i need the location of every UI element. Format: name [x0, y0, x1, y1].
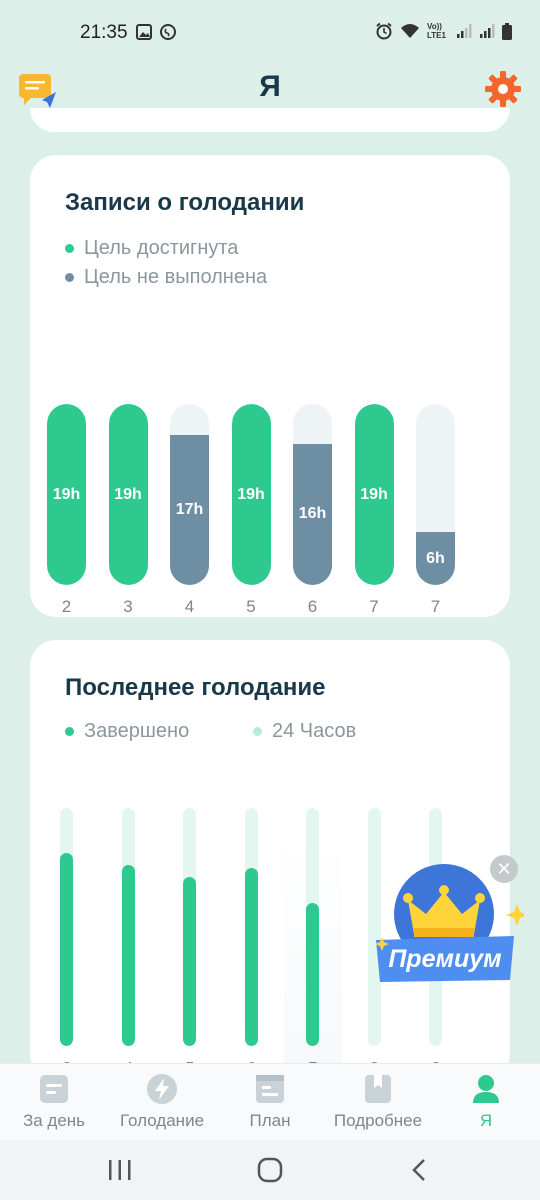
nav-item-profile[interactable]: Я: [432, 1064, 540, 1140]
record-bar-fill: [416, 532, 455, 585]
nav-label: Я: [479, 1111, 493, 1130]
nav-label: Голодание: [119, 1111, 205, 1130]
profile-icon: [473, 1075, 499, 1103]
last-fasting-bar[interactable]: [306, 808, 319, 1046]
lightning-icon: [147, 1074, 177, 1104]
legend-24-hours: 24 Часов: [253, 720, 356, 743]
nav-label: Подробнее: [333, 1111, 423, 1130]
home-icon[interactable]: [255, 1156, 285, 1184]
feedback-icon[interactable]: [18, 70, 58, 110]
nav-item-fasting[interactable]: Голодание: [108, 1064, 216, 1140]
lte-label: Vo)) LTE1: [427, 22, 446, 40]
record-bar-label: 17h: [175, 500, 204, 518]
close-icon[interactable]: ✕: [490, 855, 518, 883]
record-x-label: 6: [307, 597, 318, 616]
gear-icon[interactable]: [484, 70, 522, 108]
legend-dot: [65, 273, 74, 282]
system-nav-bar: [0, 1140, 540, 1200]
back-icon[interactable]: [405, 1156, 435, 1184]
record-x-label: 7: [430, 597, 441, 616]
last-fasting-bar-fill: [244, 867, 258, 1046]
bookmark-icon: [365, 1075, 391, 1103]
last-fasting-bar[interactable]: [183, 808, 196, 1046]
record-bar-fill: [108, 404, 148, 585]
record-bar-fill: [293, 443, 332, 585]
legend-label: 24 Часов: [272, 720, 357, 742]
signal-icon-2: [480, 24, 495, 38]
legend-dot: [65, 727, 74, 736]
last-fasting-bar-fill: [183, 877, 196, 1046]
premium-badge[interactable]: [374, 862, 524, 987]
recent-apps-icon[interactable]: [105, 1156, 135, 1184]
record-bar-label: 19h: [52, 485, 81, 503]
wifi-icon: [401, 24, 419, 38]
last-fasting-bar-fill: [121, 865, 135, 1046]
daily-icon: [40, 1075, 68, 1103]
header: Я: [0, 62, 540, 118]
shazam-icon: [160, 24, 176, 40]
record-bar[interactable]: 19h: [108, 404, 148, 585]
legend-label: Цель не выполнена: [84, 266, 268, 288]
record-bar[interactable]: 19h: [47, 404, 86, 585]
nav-label: План: [249, 1111, 291, 1130]
last-fasting-bar-fill: [60, 853, 73, 1046]
record-bar-label: 6h: [426, 549, 445, 567]
nav-label: За день: [22, 1111, 86, 1130]
legend-label: Завершено: [84, 720, 190, 742]
record-x-label: 4: [184, 597, 195, 616]
record-bar[interactable]: 17h: [170, 404, 209, 585]
last-fasting-title: Последнее голодание: [65, 674, 326, 701]
status-bar: 21:35 Vo)) LTE1: [0, 0, 540, 62]
record-x-label: 5: [246, 597, 256, 616]
record-x-label: 2: [61, 597, 72, 616]
last-fasting-card: Последнее голодание Завершено 24 Часов 3…: [30, 640, 510, 1080]
signal-icon: [457, 24, 472, 38]
record-bar-label: 19h: [237, 485, 265, 503]
last-fasting-bar[interactable]: [244, 808, 258, 1046]
bottom-nav: За день Голодание План Подробнее Я: [0, 1063, 540, 1140]
record-bar[interactable]: 6h: [416, 404, 455, 585]
legend-goal-achieved: Цель достигнута: [65, 237, 238, 260]
last-fasting-bar[interactable]: [367, 808, 381, 1046]
record-bar-fill: [231, 404, 271, 585]
record-bar-fill: [47, 404, 86, 585]
record-x-label: 7: [369, 597, 379, 616]
legend-dot: [65, 244, 74, 253]
status-time: 21:35: [80, 22, 128, 43]
legend-goal-missed: Цель не выполнена: [65, 266, 267, 289]
record-bar-label: 19h: [114, 485, 142, 503]
record-bar-fill: [170, 434, 209, 585]
last-fasting-bar-fill: [306, 903, 319, 1046]
record-bar-label: 16h: [298, 505, 327, 523]
last-fasting-bar[interactable]: [121, 808, 135, 1046]
record-bar[interactable]: 16h: [293, 404, 332, 585]
record-bar[interactable]: 19h: [354, 404, 394, 585]
record-bar[interactable]: 19h: [231, 404, 271, 585]
legend-dot: [253, 727, 262, 736]
record-bar-fill: [354, 404, 394, 585]
last-fasting-bar[interactable]: [60, 808, 73, 1046]
gallery-icon: [136, 24, 152, 40]
fasting-records-title: Записи о голодании: [65, 189, 305, 216]
previous-card-bottom: [30, 108, 510, 132]
page-title: Я: [259, 70, 281, 103]
nav-item-daily[interactable]: За день: [0, 1064, 108, 1140]
nav-item-plan[interactable]: План: [216, 1064, 324, 1140]
legend-completed: Завершено: [65, 720, 189, 743]
battery-icon: [502, 22, 512, 40]
fasting-records-card: Записи о голодании Цель достигнута Цель …: [30, 155, 510, 617]
record-bar-label: 19h: [360, 485, 388, 503]
alarm-icon: [376, 22, 392, 40]
plan-icon: [256, 1075, 284, 1103]
legend-label: Цель достигнута: [84, 237, 239, 259]
premium-label[interactable]: Премиум: [388, 945, 502, 973]
record-x-label: 3: [123, 597, 133, 616]
nav-item-more[interactable]: Подробнее: [324, 1064, 432, 1140]
